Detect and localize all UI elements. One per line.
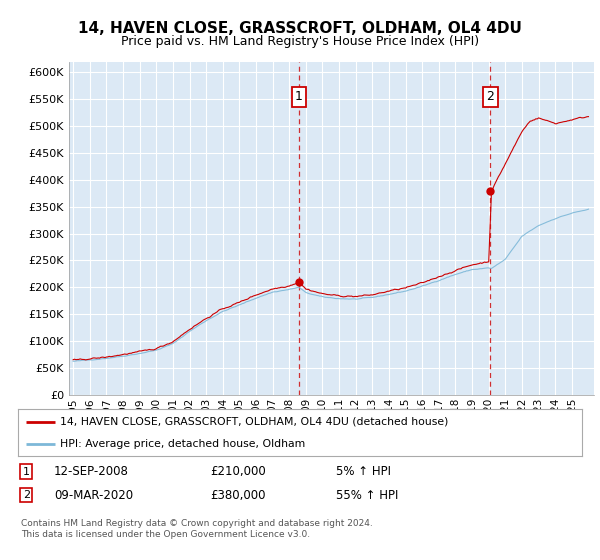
Text: 2: 2: [23, 490, 30, 500]
Text: HPI: Average price, detached house, Oldham: HPI: Average price, detached house, Oldh…: [60, 438, 305, 449]
Text: 2: 2: [486, 90, 494, 103]
Text: Contains HM Land Registry data © Crown copyright and database right 2024.
This d: Contains HM Land Registry data © Crown c…: [21, 519, 373, 539]
Text: £380,000: £380,000: [210, 488, 265, 502]
Text: £210,000: £210,000: [210, 465, 266, 478]
Text: 14, HAVEN CLOSE, GRASSCROFT, OLDHAM, OL4 4DU (detached house): 14, HAVEN CLOSE, GRASSCROFT, OLDHAM, OL4…: [60, 417, 449, 427]
Text: Price paid vs. HM Land Registry's House Price Index (HPI): Price paid vs. HM Land Registry's House …: [121, 35, 479, 48]
Text: 5% ↑ HPI: 5% ↑ HPI: [336, 465, 391, 478]
Text: 55% ↑ HPI: 55% ↑ HPI: [336, 488, 398, 502]
Text: 1: 1: [23, 466, 30, 477]
Text: 1: 1: [295, 90, 303, 103]
Text: 09-MAR-2020: 09-MAR-2020: [54, 488, 133, 502]
Text: 12-SEP-2008: 12-SEP-2008: [54, 465, 129, 478]
Text: 14, HAVEN CLOSE, GRASSCROFT, OLDHAM, OL4 4DU: 14, HAVEN CLOSE, GRASSCROFT, OLDHAM, OL4…: [78, 21, 522, 36]
